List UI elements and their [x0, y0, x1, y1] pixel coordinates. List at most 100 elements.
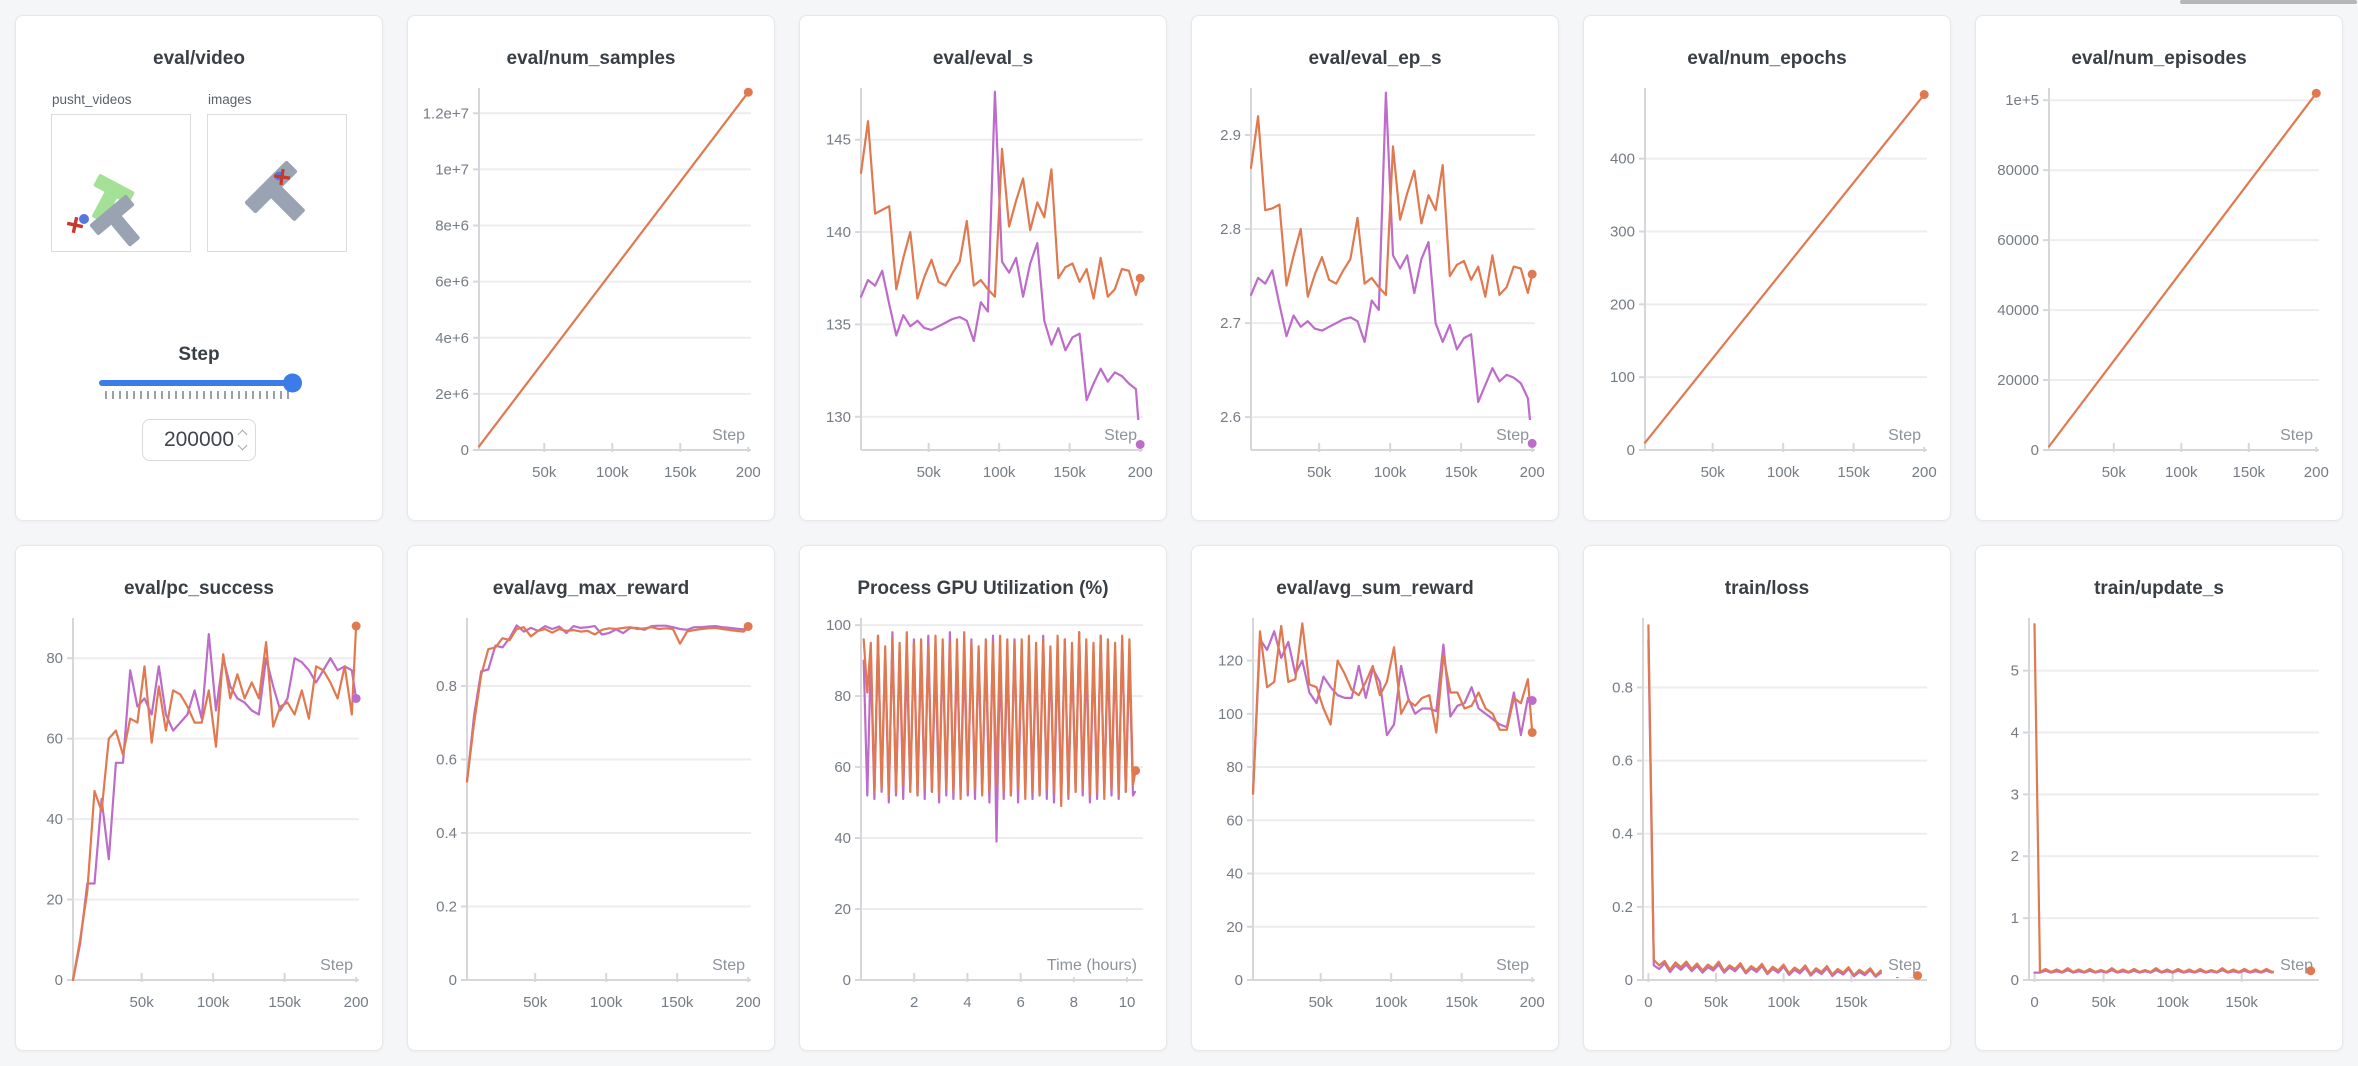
svg-text:0.2: 0.2	[1612, 899, 1633, 916]
svg-text:Step: Step	[2280, 957, 2313, 974]
panel-process-gpu-utilization: Process GPU Utilization (%) 0 20 40 60 80 100…	[799, 545, 1167, 1051]
train-update-s-chart[interactable]: 0 1 2 3 4 5 0 50k 100k 150k Step	[1989, 606, 2329, 1030]
number-stepper[interactable]	[237, 429, 248, 451]
svg-text:150k: 150k	[1445, 994, 1478, 1011]
svg-text:2.6: 2.6	[1220, 409, 1241, 426]
slider-tick-ruler	[105, 391, 293, 399]
svg-text:Step: Step	[1888, 427, 1921, 444]
svg-text:0.2: 0.2	[436, 898, 457, 915]
step-slider[interactable]	[99, 373, 302, 399]
panel-eval-eval-s: eval/eval_s 130 135 140 145 50k 100k 150k 200 St…	[799, 15, 1167, 521]
svg-text:0: 0	[449, 972, 457, 989]
svg-text:50k: 50k	[532, 464, 557, 481]
panel-eval-video: eval/video pusht_videos	[15, 15, 383, 521]
eval-num-epochs-chart[interactable]: 0 100 200 300 400 50k 100k 150k 200 Step	[1597, 76, 1937, 500]
svg-text:2.7: 2.7	[1220, 315, 1241, 332]
svg-text:1.2e+7: 1.2e+7	[423, 105, 469, 122]
svg-text:100k: 100k	[590, 994, 623, 1011]
svg-text:100k: 100k	[983, 464, 1016, 481]
svg-text:80: 80	[834, 688, 851, 705]
svg-text:200: 200	[1520, 464, 1545, 481]
process-gpu-utilization-chart[interactable]: 0 20 40 60 80 100 2 4 6 8 10 Time (hours)	[813, 606, 1153, 1030]
step-control: Step	[16, 344, 382, 461]
svg-text:0: 0	[2031, 442, 2039, 459]
svg-text:200: 200	[1128, 464, 1153, 481]
svg-text:80: 80	[46, 650, 63, 667]
svg-text:6e+6: 6e+6	[435, 274, 469, 291]
svg-text:100k: 100k	[1374, 464, 1407, 481]
pusht-scene-image	[66, 174, 140, 247]
stepper-down-icon[interactable]	[237, 440, 248, 451]
svg-text:0.4: 0.4	[1612, 826, 1633, 843]
svg-text:1e+7: 1e+7	[435, 161, 469, 178]
svg-text:200: 200	[344, 994, 369, 1011]
svg-text:40000: 40000	[1997, 302, 2039, 319]
svg-text:4: 4	[963, 994, 971, 1011]
svg-text:100k: 100k	[2165, 464, 2198, 481]
step-value-box	[142, 419, 256, 461]
eval-num-samples-chart[interactable]: 0 2e+6 4e+6 6e+6 8e+6 1e+7 1.2e+7 50k 100k 150k 20…	[421, 76, 761, 500]
media-item-images: images	[207, 92, 347, 252]
eval-avg-max-reward-chart[interactable]: 0 0.2 0.4 0.6 0.8 50k 100k 150k 200 Step	[421, 606, 761, 1030]
chart-title: eval/num_episodes	[2071, 48, 2247, 69]
svg-text:50k: 50k	[917, 464, 942, 481]
svg-text:0: 0	[461, 442, 469, 459]
svg-text:2.9: 2.9	[1220, 127, 1241, 144]
svg-text:20: 20	[1226, 919, 1243, 936]
svg-text:150k: 150k	[661, 994, 694, 1011]
svg-text:50k: 50k	[1307, 464, 1332, 481]
chart-title: train/loss	[1724, 578, 1810, 599]
panel-eval-avg-sum-reward: eval/avg_sum_reward 0 20 40 60 80 100 120 50k 10…	[1191, 545, 1559, 1051]
svg-text:4: 4	[2011, 724, 2019, 741]
svg-text:Step: Step	[320, 957, 353, 974]
images-frame[interactable]	[207, 114, 347, 252]
horizontal-scrollbar[interactable]	[2180, 0, 2357, 4]
images-scene-image	[244, 160, 305, 221]
eval-avg-sum-reward-chart[interactable]: 0 20 40 60 80 100 120 50k 100k 150k 200 Step	[1205, 606, 1545, 1030]
train-loss-chart[interactable]: 0 0.2 0.4 0.6 0.8 0 50k 100k 150k Step	[1597, 606, 1937, 1030]
svg-text:0: 0	[1235, 972, 1243, 989]
panel-eval-num-epochs: eval/num_epochs 0 100 200 300 400 50k 100k 150k…	[1583, 15, 1951, 521]
media-item-pusht-videos: pusht_videos	[51, 92, 191, 252]
svg-text:Step: Step	[1496, 957, 1529, 974]
svg-text:80: 80	[1226, 759, 1243, 776]
svg-text:200: 200	[2304, 464, 2329, 481]
svg-text:150k: 150k	[268, 994, 301, 1011]
svg-text:60000: 60000	[1997, 232, 2039, 249]
svg-text:200: 200	[1520, 994, 1545, 1011]
eval-pc-success-chart[interactable]: 0 20 40 60 80 50k 100k 150k 200 Step	[29, 606, 369, 1030]
svg-text:4e+6: 4e+6	[435, 330, 469, 347]
step-value-input[interactable]	[160, 428, 238, 452]
slider-thumb[interactable]	[283, 373, 302, 393]
svg-text:100: 100	[1610, 369, 1635, 386]
pusht-video-frame[interactable]	[51, 114, 191, 252]
svg-text:150k: 150k	[2225, 994, 2258, 1011]
svg-text:60: 60	[46, 731, 63, 748]
svg-text:60: 60	[1226, 812, 1243, 829]
svg-text:10: 10	[1119, 994, 1136, 1011]
svg-text:80000: 80000	[1997, 162, 2039, 179]
stepper-up-icon[interactable]	[237, 429, 248, 440]
svg-text:Step: Step	[1104, 427, 1137, 444]
eval-eval-ep-s-chart[interactable]: 2.6 2.7 2.8 2.9 50k 100k 150k 200 Step	[1205, 76, 1545, 500]
svg-text:150k: 150k	[664, 464, 697, 481]
goal-cross-icon	[66, 216, 84, 234]
panel-title: eval/video	[153, 48, 245, 69]
svg-text:100k: 100k	[596, 464, 629, 481]
svg-text:0.4: 0.4	[436, 825, 457, 842]
slider-track[interactable]	[99, 373, 302, 393]
svg-text:0: 0	[1625, 972, 1633, 989]
svg-text:0: 0	[55, 972, 63, 989]
svg-text:150k: 150k	[1445, 464, 1478, 481]
svg-text:20000: 20000	[1997, 372, 2039, 389]
eval-eval-s-chart[interactable]: 130 135 140 145 50k 100k 150k 200 Step	[813, 76, 1153, 500]
eval-num-episodes-chart[interactable]: 0 20000 40000 60000 80000 1e+5 50k 100k 150k 200 S…	[1989, 76, 2329, 500]
svg-text:60: 60	[834, 759, 851, 776]
svg-text:200: 200	[1912, 464, 1937, 481]
panel-train-update-s: train/update_s 0 1 2 3 4 5 0 50k 100k 150k Step	[1975, 545, 2343, 1051]
svg-text:Step: Step	[1496, 427, 1529, 444]
media-label: images	[208, 92, 252, 107]
svg-text:6: 6	[1016, 994, 1024, 1011]
svg-text:Step: Step	[712, 427, 745, 444]
svg-text:0.6: 0.6	[1612, 753, 1633, 770]
